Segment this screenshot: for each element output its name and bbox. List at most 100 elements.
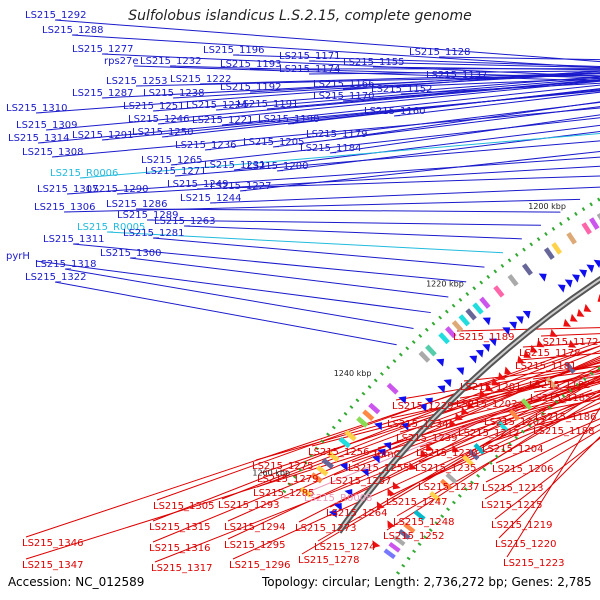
gene-label-bottom[interactable]: LS215_1202	[456, 399, 517, 410]
gene-label-bottom[interactable]: LS215_1204	[482, 444, 543, 455]
gene-label-bottom[interactable]: LS215_1257	[330, 476, 391, 487]
gene-label-bottom[interactable]: LS215_1215	[481, 500, 542, 511]
gene-label-top[interactable]: LS215_1190	[258, 114, 319, 125]
gene-label-top[interactable]: LS215_1224	[186, 100, 247, 111]
gene-label-bottom[interactable]: LS215_1293	[218, 500, 279, 511]
gene-label-top[interactable]: pyrH	[6, 251, 30, 262]
gene-label-top[interactable]: LS215_1236	[175, 140, 236, 151]
gene-label-bottom[interactable]: LS215_1316	[149, 543, 210, 554]
gene-label-top[interactable]: LS215_1322	[25, 272, 86, 283]
gene-label-bottom[interactable]: LS215_1275	[252, 461, 313, 472]
gene-label-top[interactable]: LS215_1318	[35, 259, 96, 270]
gene-label-top[interactable]: LS215_1288	[42, 25, 103, 36]
gene-label-top[interactable]: rps27e	[104, 56, 139, 67]
gene-label-top[interactable]: LS215_1246	[128, 114, 189, 125]
gene-label-top[interactable]: LS215_1292	[25, 10, 86, 21]
gene-label-top[interactable]: LS215_1231	[204, 160, 265, 171]
gene-label-top[interactable]: LS215_1155	[343, 57, 404, 68]
gene-label-bottom[interactable]: LS215_1273	[295, 523, 356, 534]
gene-label-bottom[interactable]: LS215_1294	[224, 522, 285, 533]
gene-label-bottom[interactable]: LS215_1278	[298, 555, 359, 566]
gene-label-top[interactable]: LS215_1263	[154, 216, 215, 227]
gene-label-top[interactable]: LS215_1227	[210, 181, 271, 192]
gene-label-top[interactable]: LS215_1250	[132, 127, 193, 138]
gene-label-top[interactable]: LS215_1137	[426, 70, 487, 81]
gene-label-bottom[interactable]: LS215_1279	[257, 474, 318, 485]
gene-label-bottom[interactable]: LS215_1206	[492, 464, 553, 475]
gene-label-bottom[interactable]: LS215_1220	[495, 539, 556, 550]
gene-label-bottom[interactable]: LS215_1203	[484, 417, 545, 428]
gene-label-bottom[interactable]: LS215_1172	[537, 337, 598, 348]
gene-label-top[interactable]: LS215_1300	[100, 248, 161, 259]
gene-label-bottom[interactable]: LS215_1235	[415, 463, 476, 474]
gene-label-bottom[interactable]: LS215_1237	[418, 482, 479, 493]
gene-label-top[interactable]: LS215_1174	[279, 64, 340, 75]
gene-label-top[interactable]: LS215_1271	[145, 166, 206, 177]
gene-label-bottom[interactable]: LS215_1201	[460, 382, 521, 393]
gene-label-top[interactable]: LS215_1249	[167, 179, 228, 190]
gene-label-bottom[interactable]: LS215_1181	[515, 361, 576, 372]
gene-label-top[interactable]: LS215_1311	[43, 234, 104, 245]
gene-label-bottom[interactable]: LS215_1252	[383, 531, 444, 542]
gene-label-top[interactable]: LS215_1306	[34, 202, 95, 213]
gene-label-bottom[interactable]: LS215_R0008	[304, 493, 372, 504]
gene-label-top[interactable]: LS215_1277	[72, 44, 133, 55]
gene-label-top[interactable]: LS215_1196	[203, 45, 264, 56]
gene-label-top[interactable]: LS215_1289	[117, 210, 178, 221]
gene-label-top[interactable]: LS215_1171	[279, 51, 340, 62]
gene-label-top[interactable]: LS215_1290	[87, 184, 148, 195]
gene-label-top[interactable]: LS215_1291	[72, 130, 133, 141]
gene-label-top[interactable]: LS215_1307	[37, 184, 98, 195]
gene-label-top[interactable]: LS215_1309	[16, 120, 77, 131]
gene-label-top[interactable]: LS215_1287	[72, 88, 133, 99]
gene-label-bottom[interactable]: LS215_1274	[314, 542, 375, 553]
gene-label-bottom[interactable]: LS215_1346	[22, 538, 83, 549]
gene-label-top[interactable]: LS215_1170	[313, 91, 374, 102]
gene-label-bottom[interactable]: LS215_1182	[529, 380, 590, 391]
gene-label-bottom[interactable]: LS215_1219	[491, 520, 552, 531]
gene-label-bottom[interactable]: LS215_1189	[453, 332, 514, 343]
gene-label-bottom[interactable]: LS215_1230	[416, 448, 477, 459]
gene-label-bottom[interactable]: LS215_1296	[229, 560, 290, 571]
gene-label-top[interactable]: LS215_1193	[220, 59, 281, 70]
gene-label-bottom[interactable]: LS215_1315	[149, 522, 210, 533]
gene-label-top[interactable]: LS215_1281	[123, 228, 184, 239]
gene-label-top[interactable]: LS215_1152	[371, 84, 432, 95]
gene-label-top[interactable]: LS215_1310	[6, 103, 67, 114]
gene-label-bottom[interactable]: LS215_1255	[348, 463, 409, 474]
gene-label-bottom[interactable]: LS215_1212	[458, 428, 519, 439]
gene-label-bottom[interactable]: LS215_1256	[308, 447, 369, 458]
gene-label-top[interactable]: LS215_1128	[409, 47, 470, 58]
gene-label-bottom[interactable]: LS215_1188	[533, 426, 594, 437]
gene-label-bottom[interactable]: LS215_1347	[22, 560, 83, 571]
gene-label-top[interactable]: LS215_1253	[106, 76, 167, 87]
gene-label-bottom[interactable]: LS215_1223	[503, 558, 564, 569]
gene-label-bottom[interactable]: LS215_1295	[224, 540, 285, 551]
gene-label-top[interactable]: LS215_1308	[22, 147, 83, 158]
gene-label-top[interactable]: LS215_1184	[300, 143, 361, 154]
gene-label-bottom[interactable]: fumC	[374, 449, 401, 460]
gene-label-top[interactable]: LS215_1251	[123, 101, 184, 112]
gene-label-bottom[interactable]: LS215_1317	[151, 563, 212, 574]
gene-label-bottom[interactable]: LS215_1178	[519, 348, 580, 359]
gene-label-top[interactable]: LS215_1205	[243, 137, 304, 148]
gene-label-bottom[interactable]: LS215_1186	[535, 412, 596, 423]
gene-label-top[interactable]: LS215_1221	[192, 115, 253, 126]
gene-label-bottom[interactable]: LS215_1305	[153, 501, 214, 512]
gene-label-top[interactable]: LS215_1265	[141, 155, 202, 166]
gene-label-top[interactable]: LS215_R0006	[50, 168, 118, 179]
gene-label-top[interactable]: LS215_1166	[313, 79, 374, 90]
gene-label-top[interactable]: LS215_1238	[143, 88, 204, 99]
gene-label-bottom[interactable]: LS215_1229	[392, 401, 453, 412]
gene-label-top[interactable]: LS215_1160	[364, 106, 425, 117]
gene-label-top[interactable]: LS215_1314	[8, 133, 69, 144]
gene-label-bottom[interactable]: LS215_1247	[386, 497, 447, 508]
gene-label-bottom[interactable]: LS215_1239	[396, 433, 457, 444]
gene-label-top[interactable]: LS215_1286	[106, 199, 167, 210]
gene-label-bottom[interactable]: LS215_1185	[530, 393, 591, 404]
gene-label-top[interactable]: LS215_1200	[247, 161, 308, 172]
gene-label-top[interactable]: LS215_1192	[220, 82, 281, 93]
gene-label-bottom[interactable]: LS215_1234	[387, 419, 448, 430]
gene-label-bottom[interactable]: LS215_1264	[326, 508, 387, 519]
gene-label-top[interactable]: LS215_1232	[140, 56, 201, 67]
